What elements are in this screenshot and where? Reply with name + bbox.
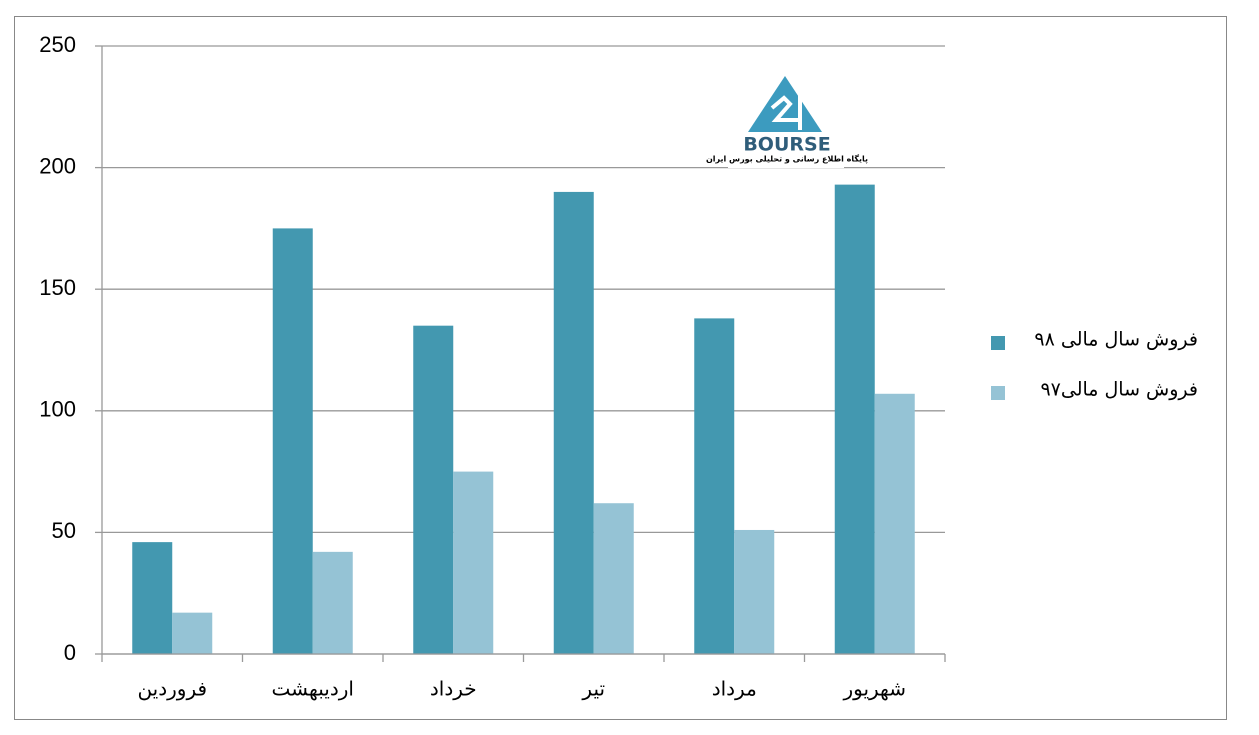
bar (694, 318, 735, 654)
x-tick-label: فروردین (137, 677, 207, 701)
bar (734, 529, 775, 654)
watermark-logo: BOURSE پایگاه اطلاع رسانی و تحلیلی بورس … (706, 70, 868, 168)
bar (874, 393, 915, 654)
bar (553, 191, 594, 655)
logo-tagline: پایگاه اطلاع رسانی و تحلیلی بورس ایران (706, 154, 868, 165)
legend-label: فروش سال مالی ۹۸ (1034, 329, 1198, 351)
bar (272, 228, 313, 654)
x-tick-label: تیر (581, 677, 605, 701)
legend-swatch (991, 386, 1005, 400)
logo-brand: BOURSE (743, 134, 830, 156)
y-tick-label: 0 (64, 640, 76, 665)
y-tick-label: 250 (39, 32, 76, 57)
x-tick-label: شهریور (842, 677, 906, 701)
bar (172, 612, 213, 654)
x-tick-label: خرداد (430, 677, 477, 701)
bar (132, 542, 173, 654)
legend-label: فروش سال مالی۹۷ (1040, 379, 1198, 401)
bar (312, 551, 353, 654)
legend-swatch (991, 336, 1005, 350)
x-tick-label: مرداد (712, 677, 757, 701)
x-tick-label: اردیبهشت (272, 677, 354, 701)
y-tick-label: 50 (52, 518, 76, 543)
bar (593, 503, 634, 654)
bar (834, 184, 875, 654)
y-tick-label: 150 (39, 275, 76, 300)
logo-glyph (770, 94, 802, 130)
y-tick-label: 200 (39, 153, 76, 178)
bar (413, 325, 454, 654)
bar (453, 471, 494, 654)
logo-triangle (748, 76, 822, 132)
y-tick-label: 100 (39, 397, 76, 422)
